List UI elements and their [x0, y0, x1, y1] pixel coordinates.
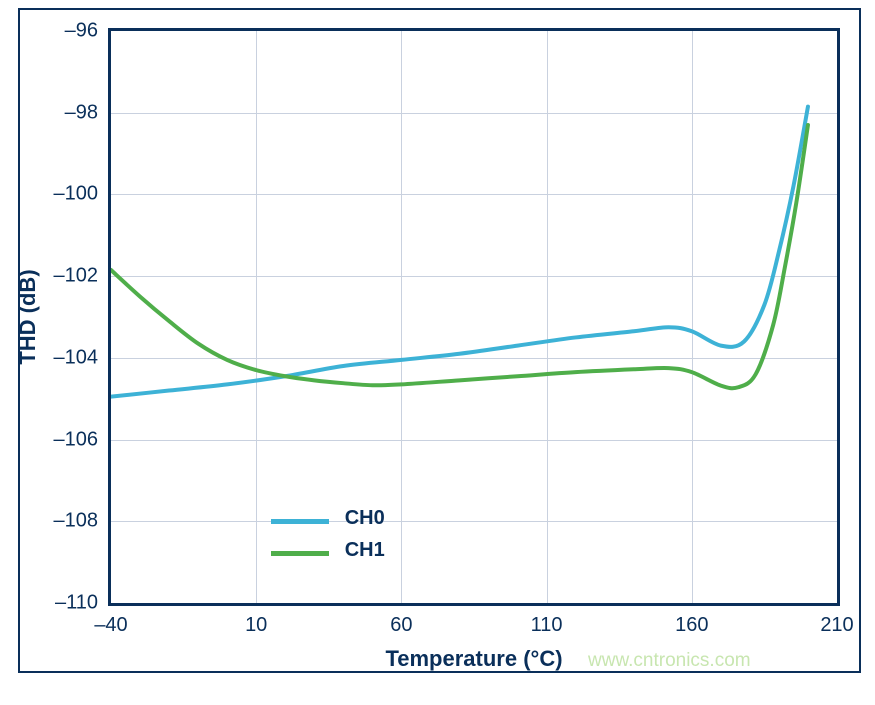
series-line-ch1	[111, 125, 808, 388]
legend-label-ch1: CH1	[345, 539, 385, 562]
legend-label-ch0: CH0	[345, 507, 385, 530]
y-tick-label: –100	[54, 183, 99, 206]
plot-area	[108, 28, 840, 606]
x-axis-title: Temperature (°C)	[385, 646, 562, 672]
x-tick-label: 60	[390, 614, 412, 637]
x-tick-label: 160	[675, 614, 708, 637]
legend-swatch-ch0	[271, 519, 329, 524]
y-axis-title: THD (dB)	[15, 269, 41, 364]
legend-swatch-ch1	[271, 551, 329, 556]
x-tick-label: 10	[245, 614, 267, 637]
x-tick-label: 110	[531, 614, 563, 637]
y-tick-label: –96	[65, 20, 98, 43]
y-tick-label: –102	[54, 265, 99, 288]
series-svg	[111, 31, 837, 603]
watermark: www.cntronics.com	[588, 650, 751, 672]
y-tick-label: –106	[54, 428, 99, 451]
x-tick-label: 210	[820, 614, 853, 637]
thd-vs-temperature-chart: –40 10 60 110 160 210 –110 –108 –106 –104 –102 –10…	[0, 0, 875, 705]
x-tick-label: –40	[94, 614, 127, 637]
y-tick-label: –110	[55, 592, 98, 615]
y-tick-label: –108	[54, 510, 99, 533]
y-tick-label: –98	[65, 101, 98, 124]
y-tick-label: –104	[54, 346, 99, 369]
